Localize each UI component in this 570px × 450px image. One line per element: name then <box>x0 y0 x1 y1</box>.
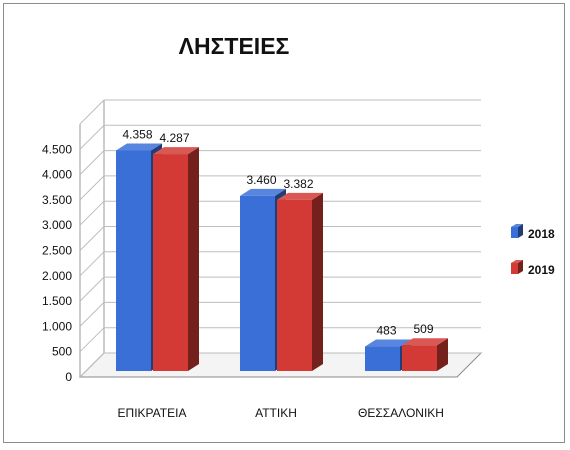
data-label: 4.358 <box>122 127 152 141</box>
chart-title: ΛΗΣΤΕΙΕΣ <box>179 33 290 59</box>
gridline-side <box>79 251 105 277</box>
y-tick-label: 3.500 <box>42 193 72 207</box>
data-label: 483 <box>376 324 396 338</box>
data-labels: 4.358 4.287 3.460 3.382 483 509 <box>122 127 433 337</box>
bar-2018-2 <box>365 339 411 371</box>
bar-2019-1 <box>277 192 323 371</box>
y-tick-label: 2.000 <box>42 269 72 283</box>
legend: 2018 2019 <box>511 224 555 277</box>
legend-swatch-front <box>511 227 518 238</box>
y-tick-label: 1.000 <box>42 319 72 333</box>
bar-side-face <box>437 338 448 371</box>
bar-side-face <box>312 192 323 371</box>
bar-side-face <box>188 147 199 371</box>
legend-swatch-side <box>518 260 523 274</box>
bar-top-face <box>365 339 411 347</box>
gridline-side <box>79 124 105 150</box>
bar-top-face <box>116 143 162 151</box>
x-axis-categories: ΕΠΙΚΡΑΤΕΙΑ ΑΤΤΙΚΗ ΘΕΣΣΑΛΟΝΙΚΗ <box>118 406 444 420</box>
gridline-side <box>79 200 105 226</box>
gridline-side <box>79 150 105 175</box>
y-tick-label: 4.000 <box>42 168 72 182</box>
data-label: 3.460 <box>246 173 276 187</box>
bar-chart: 0 500 1.000 1.500 2.000 2.500 3.000 3.500 4.000 4… <box>42 33 555 420</box>
bar-top-face <box>277 192 323 200</box>
legend-swatch-top <box>511 224 523 227</box>
x-category-label: ΕΠΙΚΡΑΤΕΙΑ <box>118 406 187 420</box>
legend-swatch-2019 <box>511 260 523 274</box>
data-label: 3.382 <box>283 177 313 191</box>
bar-front-face <box>402 345 437 371</box>
bar-2019-0 <box>153 147 199 371</box>
bar-front-face <box>277 199 312 371</box>
chart-frame: 0 500 1.000 1.500 2.000 2.500 3.000 3.500 4.000 4… <box>3 3 565 443</box>
y-tick-label: 0 <box>65 370 72 384</box>
y-tick-label: 1.500 <box>42 294 72 308</box>
x-category-label: ΘΕΣΣΑΛΟΝΙΚΗ <box>358 406 444 420</box>
gridline-side <box>79 175 105 201</box>
bar-top-face <box>153 147 199 155</box>
y-tick-label: 3.000 <box>42 218 72 232</box>
data-label: 4.287 <box>159 131 189 145</box>
legend-swatch-side <box>518 224 523 238</box>
gridline-side <box>79 302 105 327</box>
gridline-side <box>79 276 105 302</box>
bars <box>116 143 448 371</box>
y-tick-label: 4.500 <box>42 142 72 156</box>
legend-swatch-2018 <box>511 224 523 238</box>
bar-top-face <box>402 338 448 346</box>
bar-2019-2 <box>402 338 448 371</box>
x-category-label: ΑΤΤΙΚΗ <box>255 406 297 420</box>
gridline-side <box>79 226 105 251</box>
y-tick-label: 500 <box>52 345 72 359</box>
bar-front-face <box>240 195 275 371</box>
bar-top-face <box>240 188 286 196</box>
y-axis-ticks: 0 500 1.000 1.500 2.000 2.500 3.000 3.500 4.000 4… <box>42 142 72 384</box>
legend-swatch-top <box>511 260 523 263</box>
legend-label: 2019 <box>528 263 555 277</box>
legend-label: 2018 <box>528 227 555 241</box>
bar-front-face <box>116 150 151 371</box>
gridline-side <box>79 99 105 125</box>
data-label: 509 <box>413 322 433 336</box>
gridline-side <box>79 327 105 353</box>
bar-front-face <box>365 346 400 371</box>
legend-swatch-front <box>511 263 518 274</box>
bar-front-face <box>153 154 188 371</box>
gridline-side <box>79 352 105 378</box>
y-tick-label: 2.500 <box>42 244 72 258</box>
